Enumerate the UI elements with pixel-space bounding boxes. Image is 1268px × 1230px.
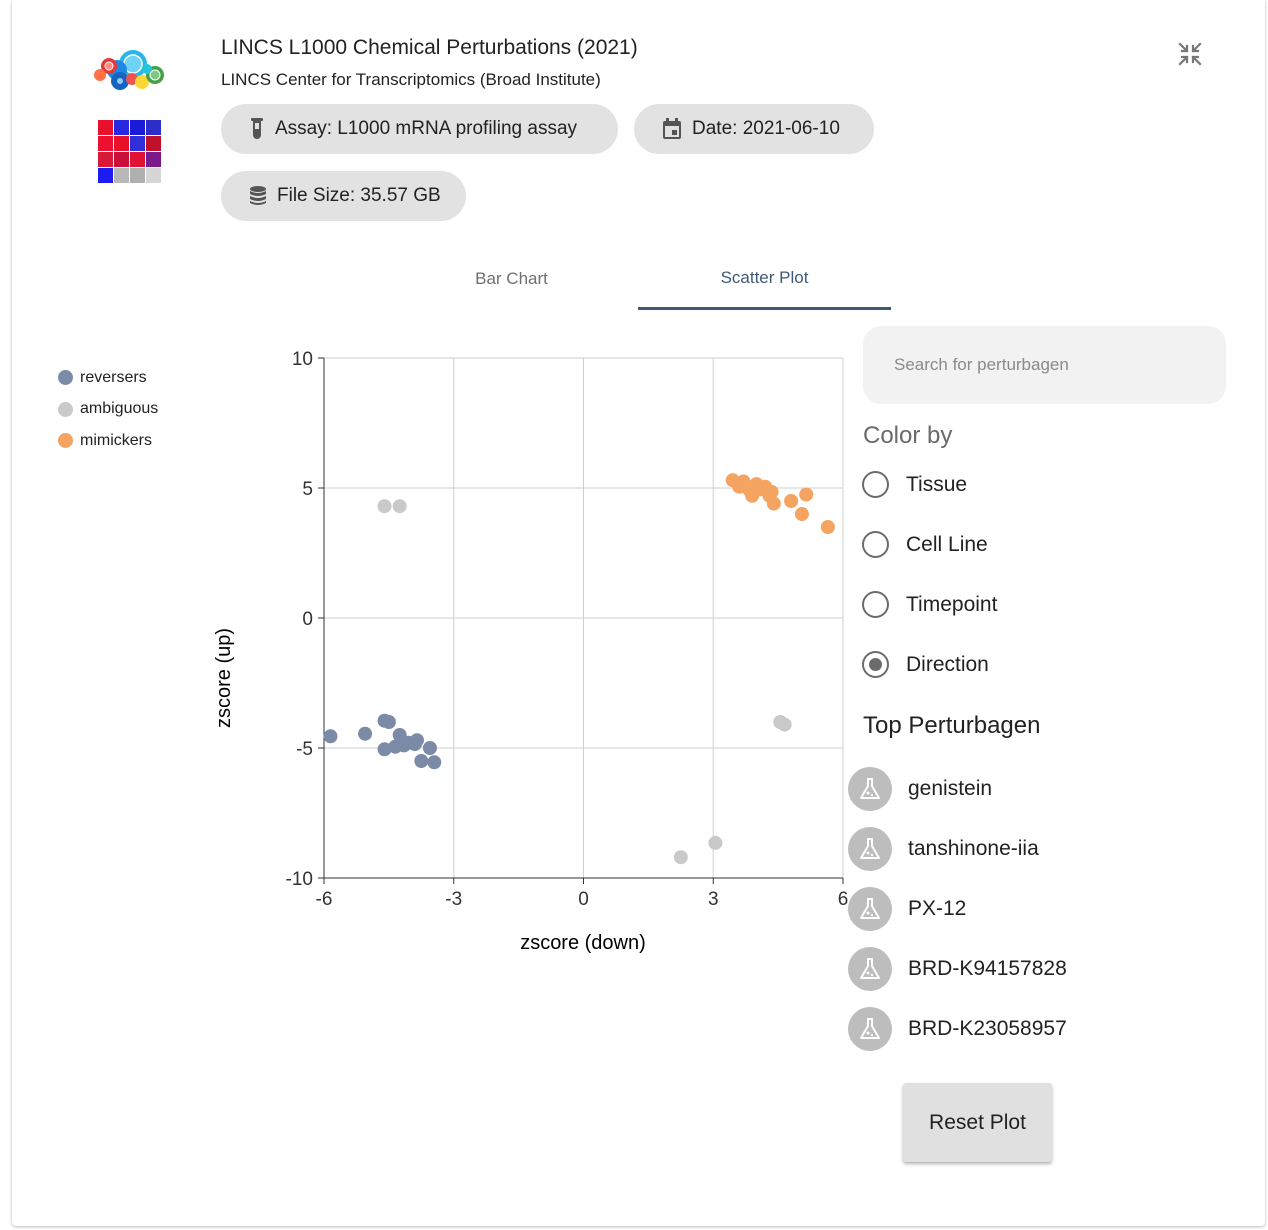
legend-item-mimickers[interactable]: mimickers [58, 425, 158, 457]
date-chip[interactable]: Date: 2021-06-10 [634, 104, 874, 154]
radio-button[interactable] [862, 471, 889, 498]
top-perturbagen-heading: Top Perturbagen [863, 712, 1041, 739]
y-tick-label: -10 [286, 869, 313, 890]
file-size-chip[interactable]: File Size: 35.57 GB [221, 171, 466, 221]
flask-icon [860, 838, 880, 859]
color-by-heading: Color by [863, 422, 953, 449]
legend-label: mimickers [80, 431, 152, 449]
data-point-reversers[interactable] [377, 742, 392, 757]
radio-label: Timepoint [906, 592, 998, 616]
radio-cell-line[interactable]: Cell Line [862, 531, 988, 558]
data-point-reversers[interactable] [409, 733, 424, 748]
radio-selected-dot [869, 658, 882, 671]
flask-icon [860, 1018, 880, 1039]
perturbagen-search-input[interactable] [863, 326, 1226, 404]
x-tick-label: -3 [445, 889, 462, 910]
perturbagen-item[interactable]: tanshinone-iia [848, 827, 1039, 871]
database-icon [250, 186, 266, 205]
radio-timepoint[interactable]: Timepoint [862, 591, 997, 618]
tab-scatter-plot[interactable]: Scatter Plot [638, 248, 891, 310]
data-point-ambiguous[interactable] [777, 717, 792, 732]
heatmap-logo [98, 120, 161, 183]
legend-item-reversers[interactable]: reversers [58, 362, 158, 394]
y-tick-label: 0 [302, 609, 313, 630]
radio-label: Direction [906, 652, 989, 676]
x-tick-label: 6 [838, 889, 849, 910]
data-point-mimickers[interactable] [764, 484, 779, 499]
legend-label: reversers [80, 368, 147, 386]
y-tick-label: 10 [292, 349, 313, 370]
dataset-card: LINCS L1000 Chemical Perturbations (2021… [12, 0, 1265, 1226]
radio-button[interactable] [862, 591, 889, 618]
legend-label: ambiguous [80, 400, 159, 418]
data-point-mimickers[interactable] [820, 520, 835, 534]
lincs-logo [94, 50, 164, 90]
date-chip-label: Date: 2021-06-10 [692, 118, 840, 139]
data-point-ambiguous[interactable] [377, 499, 392, 514]
data-point-mimickers[interactable] [766, 496, 781, 511]
data-point-ambiguous[interactable] [708, 835, 723, 850]
flask-icon [860, 778, 880, 799]
perturbagen-label: BRD-K23058957 [908, 1017, 1067, 1040]
test-tube-icon [251, 118, 263, 139]
y-tick-label: -5 [296, 739, 313, 760]
perturbagen-avatar [848, 887, 892, 931]
perturbagen-item[interactable]: PX-12 [848, 887, 966, 931]
radio-label: Cell Line [906, 532, 988, 556]
reset-plot-button[interactable]: Reset Plot [903, 1083, 1052, 1162]
dataset-title: LINCS L1000 Chemical Perturbations (2021… [221, 36, 638, 59]
legend-item-ambiguous[interactable]: ambiguous [58, 394, 158, 426]
x-tick-label: 0 [578, 889, 589, 910]
x-axis-label: zscore (down) [520, 932, 646, 954]
collapse-arrows-icon[interactable] [1176, 40, 1204, 68]
data-point-reversers[interactable] [427, 755, 442, 770]
data-point-reversers[interactable] [422, 741, 437, 755]
file-size-chip-label: File Size: 35.57 GB [277, 185, 441, 206]
radio-tissue[interactable]: Tissue [862, 471, 967, 498]
perturbagen-label: tanshinone-iia [908, 837, 1039, 860]
legend-dot-reversers [58, 370, 73, 386]
calendar-icon [663, 118, 681, 139]
perturbagen-label: PX-12 [908, 897, 967, 920]
chart-legend: reversers ambiguous mimickers [58, 362, 158, 457]
legend-dot-mimickers [58, 433, 73, 449]
plot-grid [323, 357, 844, 879]
perturbagen-avatar [848, 767, 892, 811]
x-tick-label: -6 [316, 889, 333, 910]
data-point-mimickers[interactable] [794, 507, 809, 521]
perturbagen-label: BRD-K94157828 [908, 957, 1067, 980]
scatter-plot[interactable]: -6 -3 0 3 6 10 5 0 -5 -10 zscore (down) zscore (u… [192, 330, 862, 970]
perturbagen-label: genistein [908, 777, 993, 800]
flask-icon [860, 958, 880, 979]
data-point-reversers[interactable] [358, 726, 373, 741]
radio-button-selected[interactable] [862, 651, 889, 678]
perturbagen-avatar [848, 1007, 892, 1051]
perturbagen-avatar [848, 827, 892, 871]
legend-dot-ambiguous [58, 401, 73, 417]
plot-axes: -6 -3 0 3 6 10 5 0 -5 -10 [286, 349, 849, 910]
data-point-reversers[interactable] [381, 715, 396, 729]
radio-label: Tissue [906, 472, 968, 496]
perturbagen-avatar [848, 947, 892, 991]
y-axis-label: zscore (up) [213, 628, 235, 728]
perturbagen-item[interactable]: BRD-K94157828 [848, 947, 1067, 991]
data-point-mimickers[interactable] [799, 487, 814, 502]
perturbagen-item[interactable]: genistein [848, 767, 992, 811]
data-point-ambiguous[interactable] [673, 850, 688, 865]
y-tick-label: 5 [302, 479, 313, 500]
assay-chip[interactable]: Assay: L1000 mRNA profiling assay [221, 104, 618, 154]
radio-button[interactable] [862, 531, 889, 558]
data-point-mimickers[interactable] [784, 494, 799, 508]
radio-direction[interactable]: Direction [862, 651, 989, 678]
tab-bar-chart[interactable]: Bar Chart [475, 269, 548, 288]
data-point-reversers[interactable] [414, 754, 429, 768]
data-point-reversers[interactable] [323, 729, 338, 744]
assay-chip-label: Assay: L1000 mRNA profiling assay [275, 118, 578, 139]
perturbagen-item[interactable]: BRD-K23058957 [848, 1007, 1067, 1051]
flask-icon [860, 898, 880, 919]
plot-points[interactable] [323, 473, 835, 865]
data-point-ambiguous[interactable] [392, 499, 407, 514]
x-tick-label: 3 [708, 889, 719, 910]
dataset-subtitle: LINCS Center for Transcriptomics (Broad … [221, 70, 601, 89]
